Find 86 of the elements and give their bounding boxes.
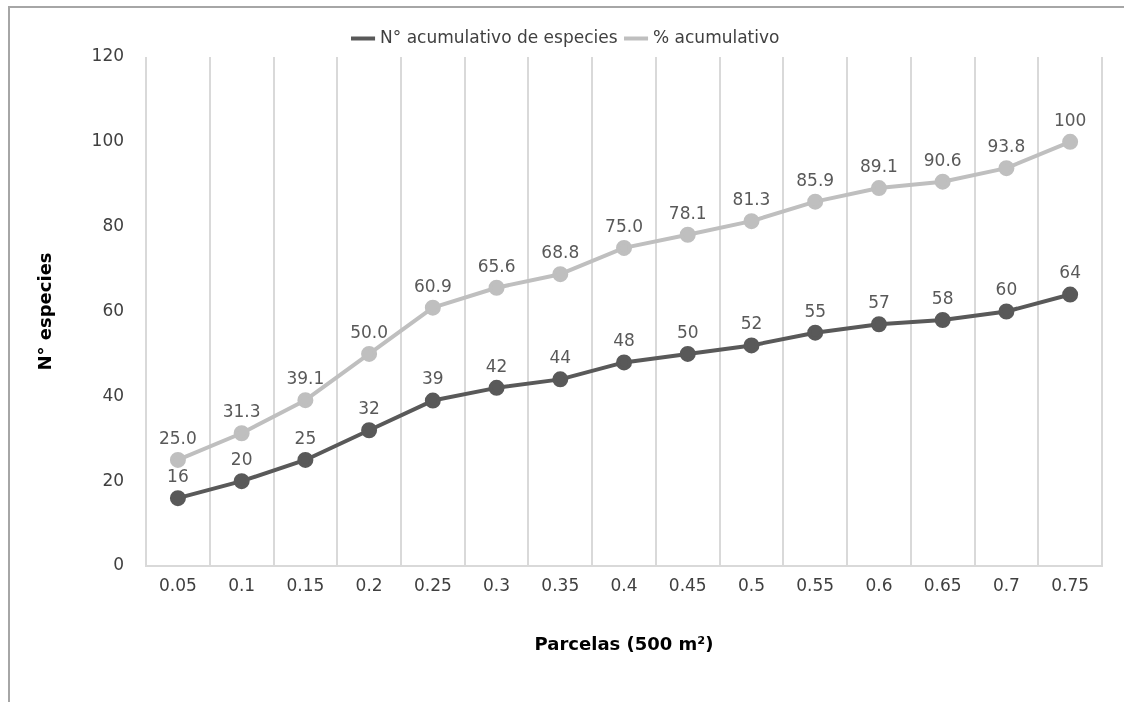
point xyxy=(488,279,505,296)
point xyxy=(870,316,887,333)
point xyxy=(361,422,378,439)
y-tick-label: 0 xyxy=(113,554,125,575)
y-tick-label: 100 xyxy=(91,130,125,151)
x-tick-label: 0.75 xyxy=(1051,574,1090,595)
point xyxy=(807,193,824,210)
point xyxy=(1062,286,1079,303)
point xyxy=(743,337,760,354)
x-tick-label: 0.25 xyxy=(413,574,452,595)
x-tick-label: 0.15 xyxy=(286,574,325,595)
point xyxy=(233,425,250,442)
point xyxy=(361,345,378,362)
data-label: 39 xyxy=(422,368,444,389)
x-axis-title: Parcelas (500 m²) xyxy=(534,632,714,654)
point xyxy=(169,451,186,468)
point xyxy=(552,266,569,283)
y-axis-title: N° especies xyxy=(34,252,56,371)
x-tick-label: 0.2 xyxy=(355,574,383,595)
x-tick-label: 0.05 xyxy=(158,574,197,595)
point xyxy=(679,345,696,362)
point xyxy=(616,239,633,256)
data-label: 55 xyxy=(804,300,827,321)
y-tick-label: 120 xyxy=(91,45,125,66)
data-label: 32 xyxy=(358,398,380,419)
data-label: 50 xyxy=(676,321,699,342)
data-label: 39.1 xyxy=(286,368,325,389)
data-label: 85.9 xyxy=(796,169,835,190)
point xyxy=(934,173,951,190)
data-label: 65.6 xyxy=(477,255,516,276)
point xyxy=(488,379,505,396)
point xyxy=(233,473,250,490)
x-tick-label: 0.3 xyxy=(483,574,511,595)
legend-label: % acumulativo xyxy=(653,26,780,47)
data-label: 89.1 xyxy=(860,155,898,176)
point xyxy=(998,160,1015,177)
data-label: 90.6 xyxy=(923,149,962,170)
point xyxy=(616,354,633,371)
data-label: 16 xyxy=(167,466,189,487)
y-tick-label: 60 xyxy=(102,299,125,320)
point xyxy=(934,311,951,328)
point xyxy=(424,299,441,316)
x-tick-label: 0.7 xyxy=(992,574,1020,595)
data-label: 42 xyxy=(485,355,508,376)
y-tick-label: 80 xyxy=(102,215,125,236)
point xyxy=(743,213,760,230)
data-label: 31.3 xyxy=(222,401,261,422)
point xyxy=(424,392,441,409)
point xyxy=(998,303,1015,320)
x-tick-label: 0.5 xyxy=(737,574,766,595)
point xyxy=(807,324,824,341)
x-tick-label: 0.45 xyxy=(668,574,707,595)
data-label: 78.1 xyxy=(668,202,707,223)
point xyxy=(552,371,569,388)
data-label: 48 xyxy=(613,330,635,351)
data-label: 25.0 xyxy=(158,427,197,448)
data-label: 20 xyxy=(230,449,253,470)
point xyxy=(297,392,314,409)
y-tick-label: 20 xyxy=(102,469,125,490)
data-label: 60.9 xyxy=(413,275,452,296)
y-tick-label: 40 xyxy=(102,384,125,405)
legend-label: N° acumulativo de especies xyxy=(380,26,618,47)
data-label: 57 xyxy=(868,292,890,313)
x-tick-label: 0.65 xyxy=(923,574,962,595)
data-label: 68.8 xyxy=(541,242,580,263)
data-label: 44 xyxy=(549,347,572,368)
x-tick-label: 0.4 xyxy=(610,574,638,595)
data-label: 60 xyxy=(995,279,1018,300)
data-label: 100 xyxy=(1053,109,1087,130)
point xyxy=(297,451,314,468)
x-tick-label: 0.6 xyxy=(865,574,893,595)
data-label: 50.0 xyxy=(350,321,389,342)
x-tick-label: 0.1 xyxy=(228,574,256,595)
data-label: 81.3 xyxy=(732,189,771,210)
point xyxy=(870,180,887,197)
x-tick-label: 0.35 xyxy=(541,574,580,595)
data-label: 75.0 xyxy=(605,215,643,236)
point xyxy=(679,226,696,243)
point xyxy=(1062,133,1079,150)
point xyxy=(169,490,186,507)
data-label: 52 xyxy=(740,313,763,334)
data-label: 64 xyxy=(1059,262,1081,283)
x-tick-label: 0.55 xyxy=(796,574,835,595)
data-label: 58 xyxy=(931,287,954,308)
data-label: 25 xyxy=(294,427,317,448)
data-label: 93.8 xyxy=(987,136,1026,157)
